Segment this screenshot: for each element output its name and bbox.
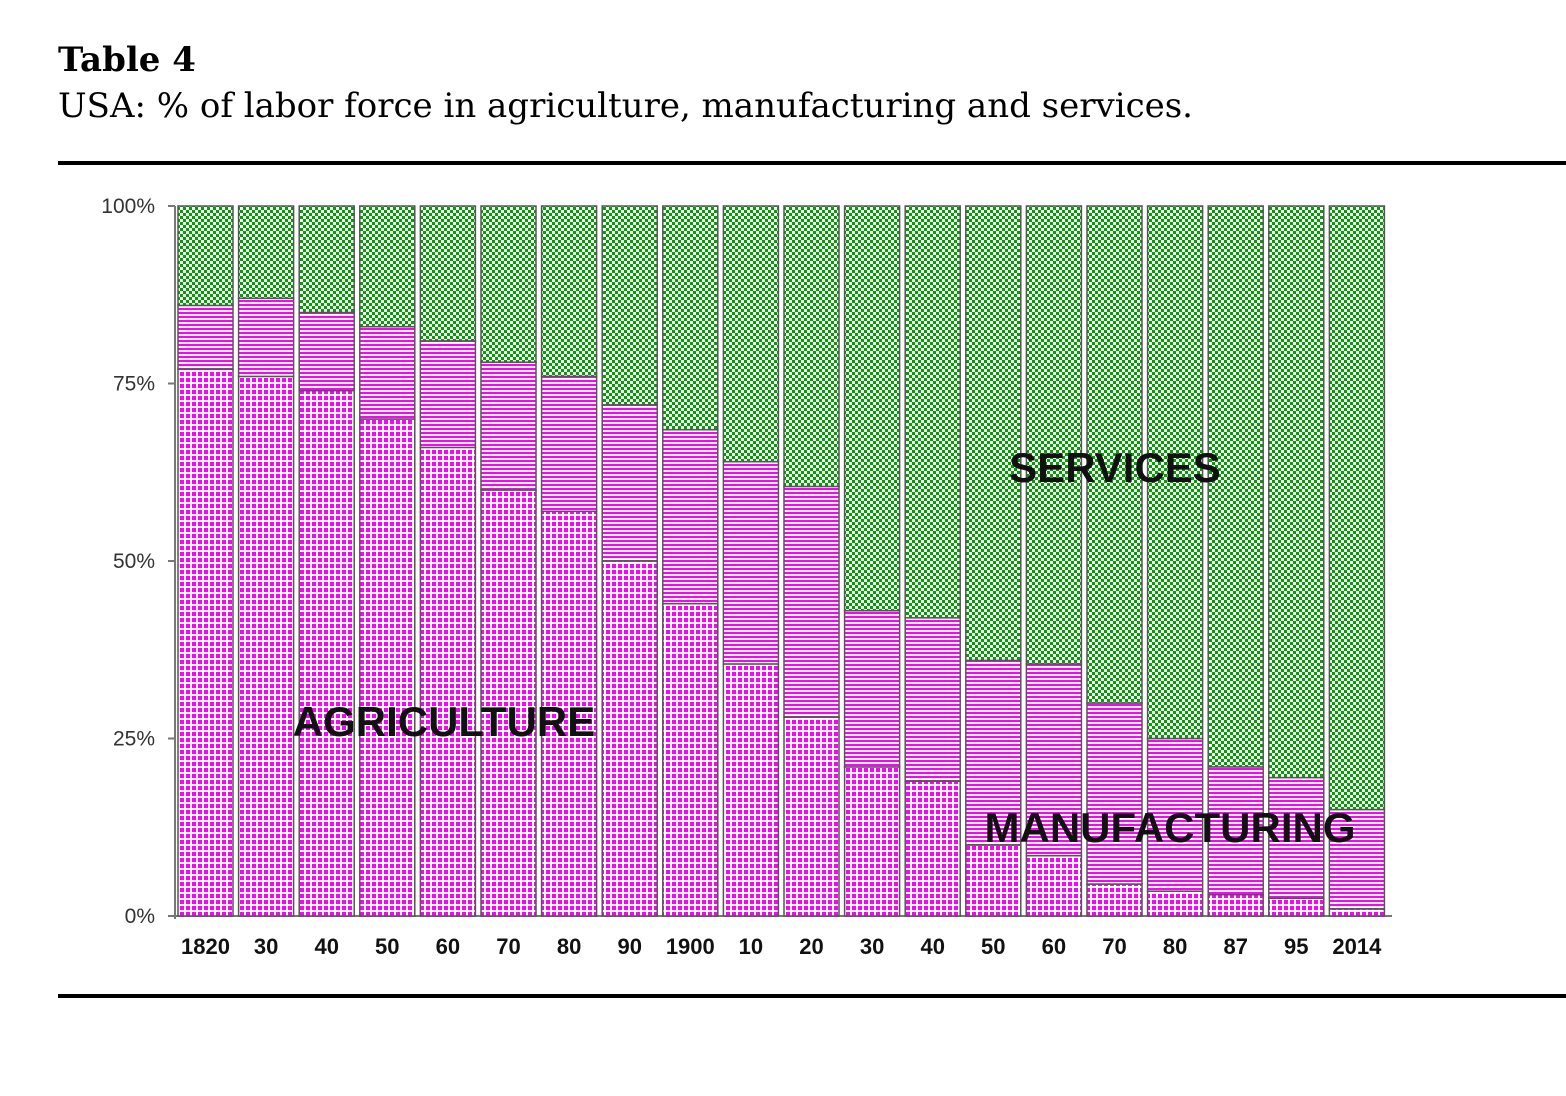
bar-segment-services [177,205,234,307]
bars-layer [177,205,1386,917]
bar-segment-manufacturing [298,311,355,392]
table-caption: USA: % of labor force in agriculture, ma… [58,86,1193,126]
bar-segment-services [965,205,1022,662]
y-tick-label: 75% [113,373,155,396]
bar-segment-manufacturing [237,297,295,378]
bar-segment-services [904,205,961,619]
x-tick-label: 87 [1223,934,1247,959]
x-tick-label: 40 [314,934,338,959]
bar-segment-services [1025,205,1083,665]
bar-segment-manufacturing [1268,776,1325,899]
y-tick-label: 25% [113,728,155,751]
bar-segment-agriculture [1146,890,1204,917]
bottom-rule [58,994,1566,998]
bar-segment-services [1207,205,1264,768]
bar-segment-manufacturing [480,361,537,491]
x-tick-label: 30 [860,934,884,959]
bar-segment-manufacturing [1025,663,1083,857]
bar-segment-agriculture [177,368,234,917]
bar-segment-services [722,205,780,463]
bar-segment-manufacturing [359,325,416,420]
bar-segment-manufacturing [177,304,234,371]
bar-segment-services [1146,205,1204,740]
x-tick-label: 70 [1102,934,1126,959]
x-tick-label: 60 [436,934,460,959]
bar-segment-agriculture [1025,854,1083,917]
x-tick-label: 80 [557,934,581,959]
bar-segment-agriculture [904,780,961,917]
bar-segment-manufacturing [904,617,961,782]
x-tick-label: 20 [799,934,823,959]
top-rule [58,161,1566,165]
bar-segment-services [540,205,598,378]
region-label-manufacturing: MANUFACTURING [985,804,1356,851]
bar-segment-agriculture [540,510,598,917]
bar-segment-manufacturing [783,485,840,718]
bar-segment-manufacturing [419,340,477,449]
bar-segment-services [480,205,537,363]
x-tick-label: 1820 [181,934,230,959]
bar-segment-services [783,205,840,488]
x-tick-label: 90 [617,934,641,959]
bar-segment-services [298,205,355,314]
bar-segment-agriculture [783,716,840,917]
bar-segment-agriculture [480,489,537,917]
bar-segment-manufacturing [601,404,658,562]
x-tick-label: 10 [739,934,763,959]
bar-segment-agriculture [359,418,416,917]
bar-segment-services [1268,205,1325,779]
bar-segment-services [359,205,416,328]
x-tick-label: 30 [254,934,278,959]
x-tick-label: 95 [1284,934,1308,959]
x-tick-label: 60 [1042,934,1066,959]
y-tick-label: 0% [125,905,155,928]
bar-segment-manufacturing [662,428,719,605]
x-tick-label: 40 [920,934,944,959]
x-tick-label: 50 [981,934,1005,959]
bar-segment-agriculture [419,446,477,917]
bar-segment-services [601,205,658,406]
bar-segment-agriculture [1328,908,1386,917]
x-tick-label: 80 [1163,934,1187,959]
x-tick-label: 50 [375,934,399,959]
bar-segment-services [1086,205,1143,704]
table-label: Table 4 [58,40,196,80]
bar-segment-services [1328,205,1386,811]
bar-segment-services [237,205,295,300]
bar-segment-manufacturing [540,375,598,513]
bar-segment-services [843,205,901,612]
x-tick-label: 1900 [666,934,715,959]
bar-segment-agriculture [1268,897,1325,917]
bar-segment-agriculture [662,602,719,917]
region-label-agriculture: AGRICULTURE [293,698,596,745]
bar-segment-manufacturing [1328,808,1386,910]
bar-segment-manufacturing [1146,737,1204,892]
bar-segment-agriculture [601,560,658,917]
x-tick-label: 2014 [1332,934,1382,959]
bar-segment-agriculture [237,375,295,917]
y-tick-label: 100% [101,195,155,218]
bar-segment-services [419,205,477,342]
x-axis: 1820 30 40 50 60 70 80 90 1900 10 20 30 40 50 60 70 80 87… [181,934,1382,959]
bar-segment-agriculture [843,766,901,917]
bar-segment-manufacturing [843,609,901,768]
bar-segment-manufacturing [722,460,780,665]
bar-segment-agriculture [722,663,780,917]
bar-segment-agriculture [1086,883,1143,917]
bar-segment-manufacturing [1086,702,1143,885]
bar-segment-agriculture [298,389,355,917]
x-tick-label: 70 [496,934,520,959]
region-label-services: SERVICES [1009,444,1221,491]
bar-segment-services [662,205,719,431]
bar-segment-agriculture [965,844,1022,917]
annotations-layer: AGRICULTURE SERVICES MANUFACTURING [293,444,1356,851]
bar-segment-manufacturing [965,659,1022,846]
bar-segment-agriculture [1207,893,1264,917]
y-tick-label: 50% [113,550,155,573]
